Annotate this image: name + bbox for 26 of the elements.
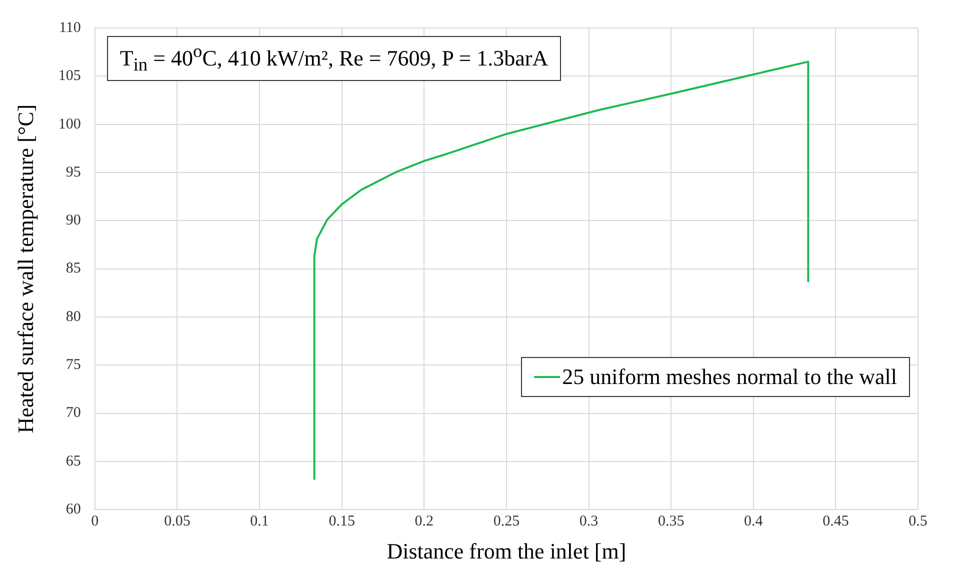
y-tick-label: 105	[58, 68, 81, 84]
y-tick-label: 70	[66, 405, 81, 422]
y-tick-label: 80	[66, 308, 81, 325]
x-tick-label: 0.35	[658, 514, 684, 530]
x-tick-label: 0.2	[414, 514, 434, 530]
y-tick-label: 65	[66, 453, 81, 470]
x-tick-label: 0	[91, 514, 99, 530]
y-axis-title: Heated surface wall temperature [°C]	[12, 104, 38, 434]
y-tick-label: 60	[66, 502, 81, 518]
x-tick-label: 0.1	[250, 514, 269, 530]
y-tick-label: 90	[66, 212, 81, 229]
x-tick-label: 0.3	[579, 514, 598, 530]
x-tick-label: 0.5	[908, 514, 928, 530]
x-tick-label: 0.45	[822, 514, 849, 530]
y-tick-label: 85	[66, 260, 81, 277]
x-tick-label: 0.15	[328, 514, 355, 530]
y-tick-label: 75	[66, 357, 81, 374]
legend-label: 25 uniform meshes normal to the wall	[562, 364, 897, 390]
y-tick-label: 100	[58, 116, 81, 132]
y-tick-label: 110	[58, 20, 81, 36]
x-axis-title: Distance from the inlet [m]	[386, 538, 626, 564]
x-tick-label: 0.05	[164, 514, 190, 530]
annotation: T$_{in}$ = 40$^{o}$C, 410 kW/m², Re = 7609, P = 1.3barA	[106, 36, 562, 81]
y-tick-label: 95	[66, 164, 81, 180]
x-tick-label: 0.4	[744, 514, 764, 530]
x-tick-label: 0.25	[493, 514, 520, 530]
